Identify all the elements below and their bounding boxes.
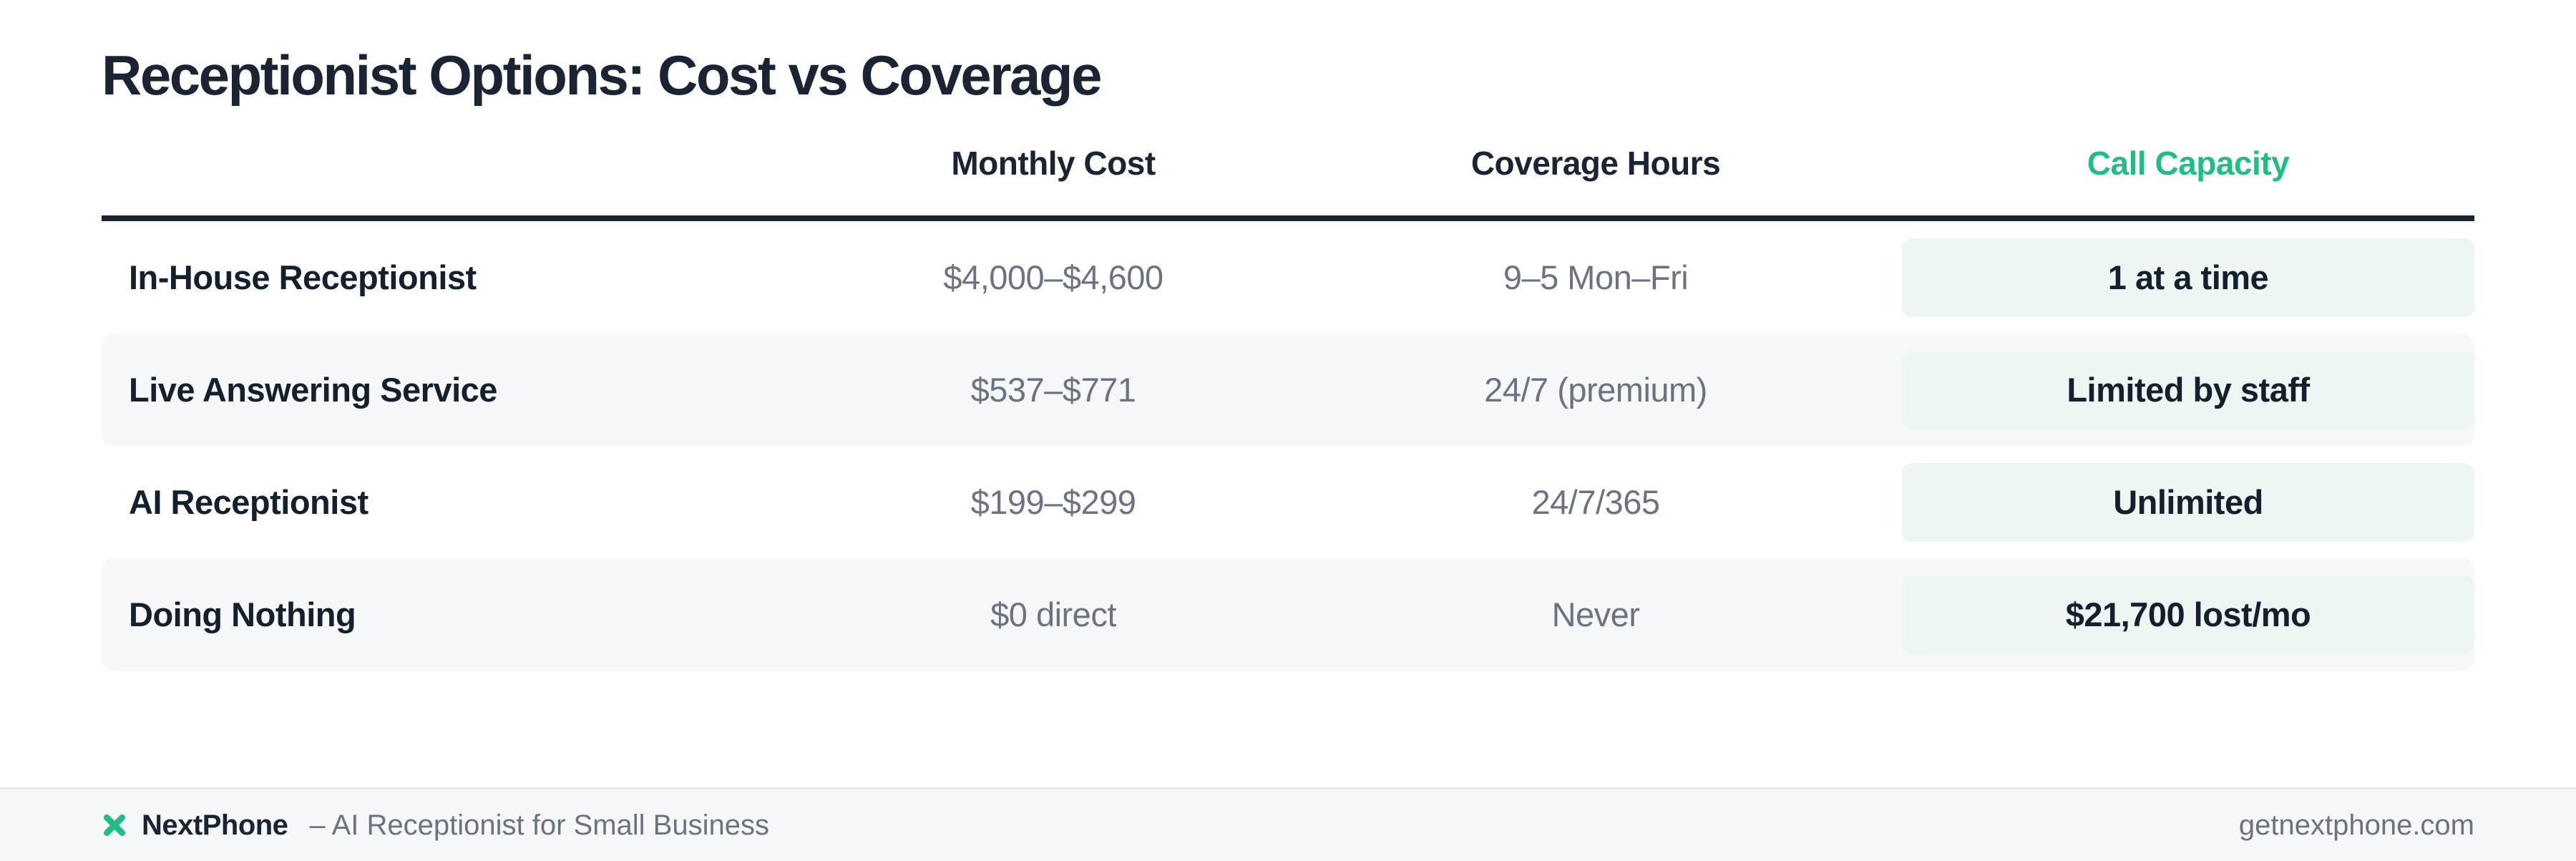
call-capacity-badge: Unlimited [1902,462,2474,542]
table-row: Live Answering Service $537–$771 24/7 (p… [102,334,2474,446]
table-row: In-House Receptionist $4,000–$4,600 9–5 … [102,221,2474,334]
column-header-coverage-hours: Coverage Hours [1470,145,1721,182]
monthly-cost-value: $4,000–$4,600 [943,258,1163,296]
footer-brand-group: NextPhone – AI Receptionist for Small Bu… [102,809,769,842]
coverage-hours-value: 9–5 Mon–Fri [1503,258,1689,296]
clover-x-icon [103,814,126,837]
option-label: AI Receptionist [129,483,369,521]
call-capacity-badge: Limited by staff [1902,350,2474,429]
table-header-row: Monthly Cost Coverage Hours Call Capacit… [102,144,2474,221]
table-row: Doing Nothing $0 direct Never $21,700 lo… [102,558,2474,671]
coverage-hours-value: 24/7 (premium) [1484,371,1707,409]
footer-bar: NextPhone – AI Receptionist for Small Bu… [0,787,2576,861]
option-label: Doing Nothing [129,595,356,633]
coverage-hours-value: Never [1551,595,1640,633]
brand-name: NextPhone [142,809,288,841]
infographic-card: Receptionist Options: Cost vs Coverage M… [0,43,2576,671]
monthly-cost-value: $537–$771 [970,371,1136,409]
column-header-call-capacity: Call Capacity [2087,145,2290,182]
brand-tagline: – AI Receptionist for Small Business [309,809,769,841]
monthly-cost-value: $199–$299 [970,483,1136,521]
option-label: In-House Receptionist [129,258,477,296]
website-url: getnextphone.com [2238,809,2474,841]
option-label: Live Answering Service [129,371,497,409]
page-title: Receptionist Options: Cost vs Coverage [102,44,1102,107]
column-header-monthly-cost: Monthly Cost [951,145,1156,182]
call-capacity-badge: 1 at a time [1902,238,2474,317]
coverage-hours-value: 24/7/365 [1531,483,1660,521]
call-capacity-badge: $21,700 lost/mo [1902,575,2474,654]
table-row: AI Receptionist $199–$299 24/7/365 Unlim… [102,446,2474,558]
monthly-cost-value: $0 direct [990,595,1116,633]
